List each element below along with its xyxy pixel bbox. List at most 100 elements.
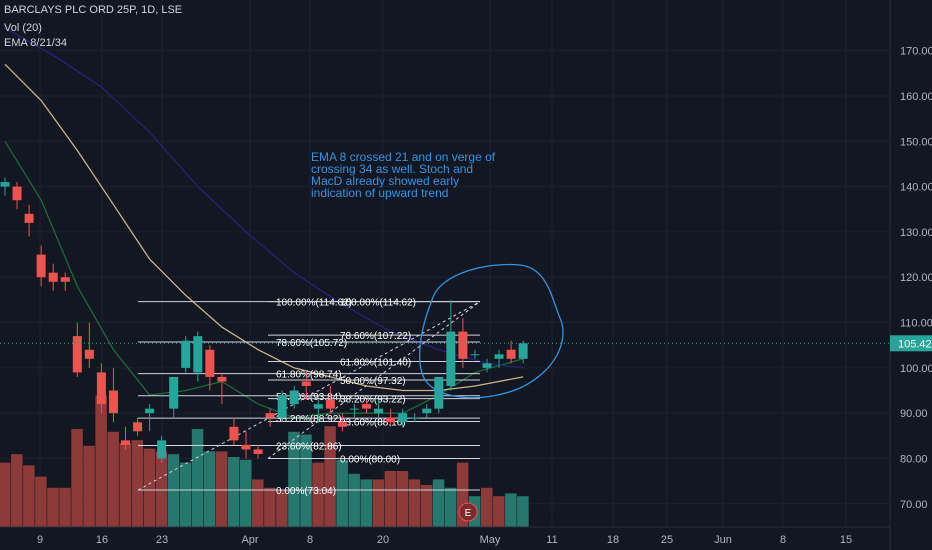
earnings-marker-label: E — [465, 508, 472, 519]
price-tick-label: 120.00 — [900, 272, 932, 284]
fib-level-label-1: 0.00%(73.04) — [276, 486, 336, 497]
candle-body — [277, 395, 287, 418]
candle-body — [301, 381, 311, 386]
volume-bar — [336, 459, 348, 527]
price-tick-label: 100.00 — [900, 363, 932, 375]
ema-lines — [4, 27, 524, 419]
time-tick-label: 20 — [377, 534, 389, 546]
volume-bar — [107, 431, 119, 527]
price-tick-label: 170.00 — [900, 46, 932, 58]
fib-level-label-1: 61.80%(98.74) — [276, 370, 342, 381]
candle-body — [362, 404, 371, 409]
volume-bar — [348, 473, 360, 527]
event-markers[interactable]: E — [458, 502, 478, 522]
volume-bar — [227, 457, 240, 527]
candle-body — [181, 340, 191, 368]
candle-body — [434, 376, 444, 409]
volume-bar — [131, 440, 144, 527]
price-tick-label: 110.00 — [900, 318, 932, 330]
candle-body — [410, 417, 420, 419]
time-tick-label: 23 — [156, 534, 168, 546]
volume-bar — [252, 479, 264, 527]
volume-bar — [95, 395, 107, 527]
last-price-label: 105.42 — [898, 338, 932, 350]
time-tick-label: 25 — [661, 534, 673, 546]
candle-body — [193, 336, 203, 373]
fib-trend-line-2 — [267, 301, 481, 459]
time-tick-label: Jun — [714, 534, 732, 546]
candles — [0, 177, 528, 464]
volume-legend[interactable]: Vol (20) — [4, 22, 42, 34]
ema-8-line — [4, 140, 524, 419]
candle-body — [494, 354, 504, 359]
volume-bar — [481, 487, 493, 527]
candle-body — [0, 182, 10, 187]
candle-body — [398, 413, 408, 423]
candle-body — [325, 399, 335, 409]
last-price-badge — [890, 335, 932, 352]
volume-bar — [203, 451, 216, 527]
volume-bar — [456, 462, 469, 527]
volume-bar — [179, 462, 192, 527]
volume-bar — [420, 485, 433, 527]
annotation-outline — [419, 263, 564, 399]
volume-bar — [312, 462, 324, 527]
volume-bar — [240, 459, 252, 527]
volume-bar — [47, 487, 59, 527]
volume-bar — [276, 490, 288, 527]
time-tick-label: 11 — [546, 534, 557, 546]
fib-level-label-2: 0.00%(80.00) — [340, 454, 400, 465]
candle-body — [133, 422, 143, 432]
price-tick-label: 90.00 — [900, 408, 928, 420]
annotation-text[interactable]: EMA 8 crossed 21 and on verge of crossin… — [311, 150, 496, 200]
candle-body — [506, 349, 516, 359]
volume-bar — [493, 496, 505, 527]
ema-legend[interactable]: EMA 8/21/34 — [4, 37, 67, 49]
candle-body — [289, 390, 299, 405]
volume-bar — [155, 451, 168, 527]
time-tick-label: May — [480, 534, 501, 546]
candle-body — [458, 331, 468, 359]
volume-bar — [396, 471, 409, 527]
price-tick-label: 80.00 — [900, 453, 928, 465]
candle-body — [374, 408, 384, 414]
fib-level-label-1: 50.00%(93.84) — [276, 392, 342, 403]
time-tick-label: 8 — [780, 534, 786, 546]
candle-body — [84, 349, 94, 359]
price-tick-label: 140.00 — [900, 182, 932, 194]
time-tick-label: 18 — [607, 534, 619, 546]
candle-body — [60, 277, 70, 282]
volume-bar — [215, 451, 228, 527]
volume-bar — [360, 479, 372, 527]
volume-bars — [0, 395, 529, 527]
volume-bar — [59, 487, 71, 527]
fib-level-label-2: 23.60%(88.16) — [340, 418, 406, 429]
candle-body — [157, 440, 167, 459]
ema-21-line — [4, 63, 524, 392]
volume-bar — [372, 479, 385, 527]
volume-bar — [432, 479, 445, 527]
volume-bar — [324, 426, 336, 527]
candle-body — [217, 376, 227, 382]
price-tick-label: 160.00 — [900, 91, 932, 103]
fib-level-label-2: 50.00%(97.32) — [340, 376, 406, 387]
candle-body — [446, 331, 456, 386]
fib-level-label-1: 78.60%(105.72) — [276, 338, 347, 349]
candle-body — [145, 408, 155, 414]
candle-body — [518, 343, 528, 359]
volume-bar — [83, 445, 95, 527]
price-tick-label: 70.00 — [900, 499, 928, 511]
candle-body — [121, 440, 130, 445]
candle-body — [48, 272, 58, 282]
fibonacci-retracements[interactable]: 100.00%(114.62) 78.60%(105.72) 61.80%(98.7… — [137, 298, 481, 497]
symbol-title[interactable]: BARCLAYS PLC ORD 25P, 1D, LSE — [4, 4, 183, 16]
time-tick-label: 15 — [840, 534, 852, 546]
volume-bar — [264, 487, 276, 527]
annotation-circle[interactable] — [419, 263, 564, 399]
price-tick-label: 150.00 — [900, 136, 932, 148]
candle-body — [470, 354, 480, 356]
fib-level-label-2: 38.20%(93.22) — [340, 395, 406, 406]
candle-body — [482, 363, 492, 368]
